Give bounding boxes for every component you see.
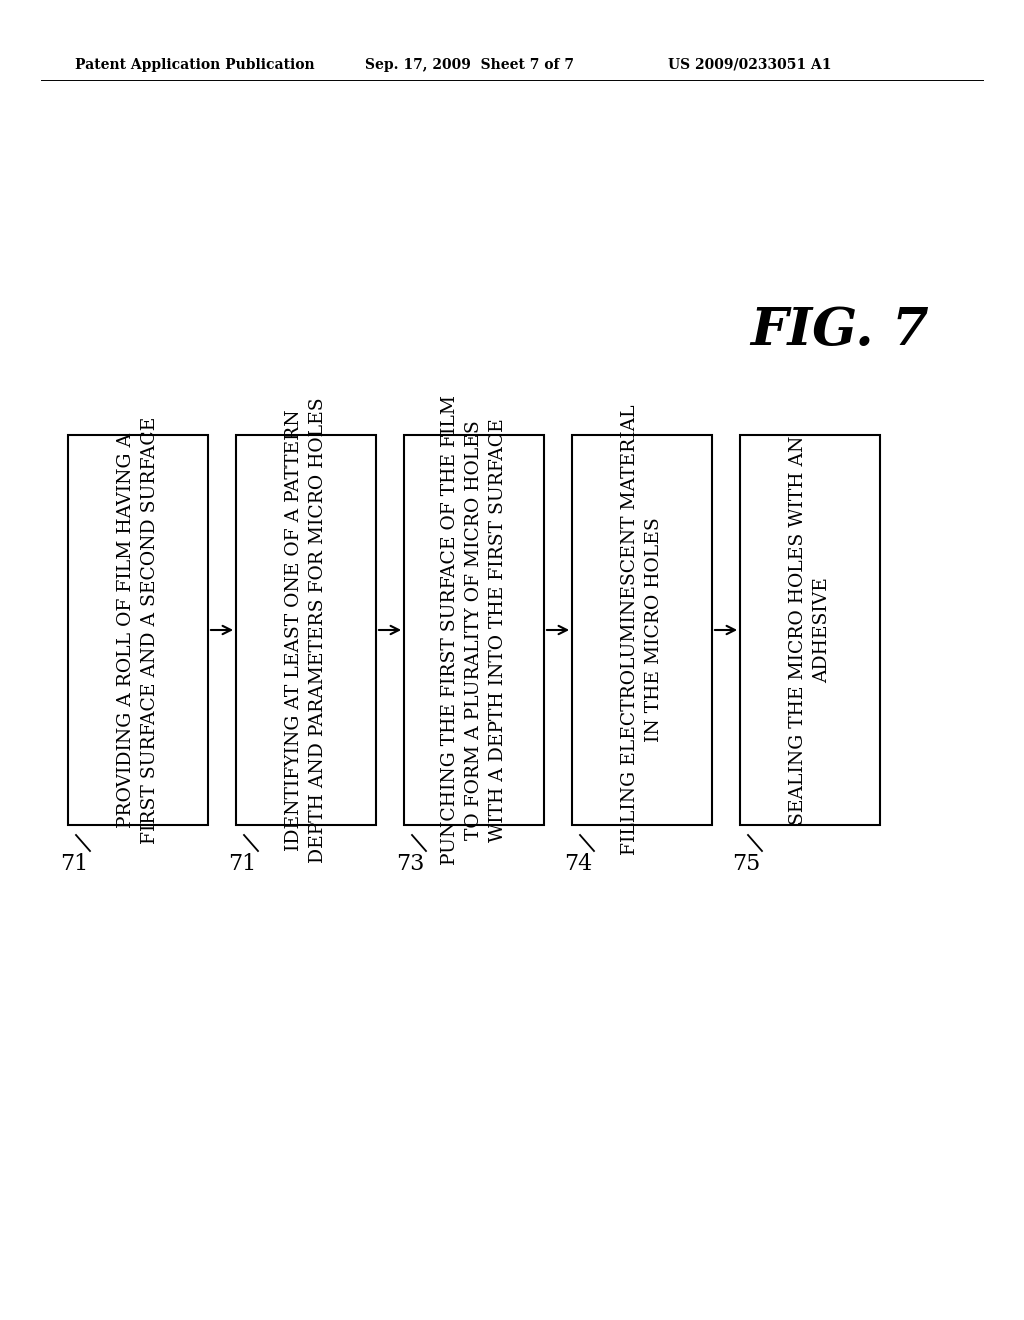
Text: Sep. 17, 2009  Sheet 7 of 7: Sep. 17, 2009 Sheet 7 of 7 — [365, 58, 574, 73]
Text: FILLING ELECTROLUMINESCENT MATERIAL
IN THE MICRO HOLES: FILLING ELECTROLUMINESCENT MATERIAL IN T… — [622, 405, 663, 855]
Bar — [68, 436, 208, 825]
Text: IDENTIFYING AT LEAST ONE OF A PATTERN
DEPTH AND PARAMETERS FOR MICRO HOLES: IDENTIFYING AT LEAST ONE OF A PATTERN DE… — [286, 397, 327, 863]
Bar — [236, 436, 376, 825]
Text: 71: 71 — [228, 853, 256, 875]
Text: 71: 71 — [60, 853, 88, 875]
Bar — [572, 436, 712, 825]
Text: FIG. 7: FIG. 7 — [751, 305, 930, 355]
Text: 74: 74 — [564, 853, 592, 875]
Text: Patent Application Publication: Patent Application Publication — [75, 58, 314, 73]
Text: PROVIDING A ROLL OF FILM HAVING A
FIRST SURFACE AND A SECOND SURFACE: PROVIDING A ROLL OF FILM HAVING A FIRST … — [117, 416, 159, 843]
Text: US 2009/0233051 A1: US 2009/0233051 A1 — [668, 58, 831, 73]
Text: 75: 75 — [732, 853, 760, 875]
Bar — [740, 436, 880, 825]
Bar — [404, 436, 544, 825]
Text: PUNCHING THE FIRST SURFACE OF THE FILM
TO FORM A PLURALITY OF MICRO HOLES
WITH A: PUNCHING THE FIRST SURFACE OF THE FILM T… — [441, 395, 507, 865]
Text: 73: 73 — [396, 853, 424, 875]
Text: SEALING THE MICRO HOLES WITH AN
ADHESIVE: SEALING THE MICRO HOLES WITH AN ADHESIVE — [790, 436, 830, 825]
